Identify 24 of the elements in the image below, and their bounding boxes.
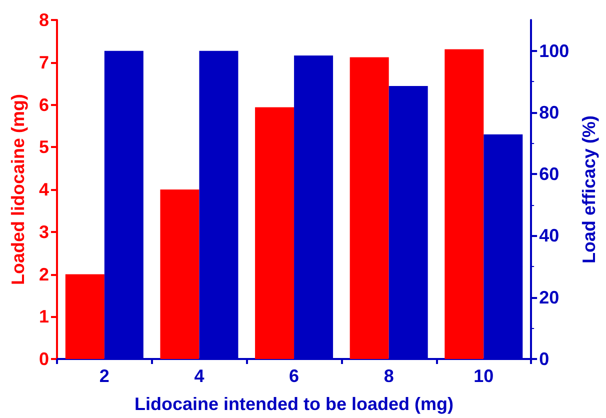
y-tick-label: 4 [38,180,49,200]
x-tick-label: 10 [474,366,494,386]
y-tick-label: 7 [38,52,49,72]
y-tick-label: 3 [38,222,49,242]
x-tick-label: 4 [194,366,204,386]
x-tick-label: 8 [384,366,394,386]
y-tick-label: 0 [38,349,49,369]
y-tick-label: 5 [38,137,49,158]
y2-tick-label: 100 [539,40,570,61]
y-tick-label: 8 [38,10,49,30]
y2-tick-label: 60 [539,164,560,184]
y2-tick-label: 80 [539,102,560,122]
y2-tick-label: 0 [539,349,550,369]
y-axis-title: Loaded lidocaine (mg) [8,94,28,286]
x-tick-label: 6 [289,366,300,386]
y-tick-label: 2 [38,264,49,284]
x-axis-title: Lidocaine intended to be loaded (mg) [134,394,454,414]
y-tick-label: 6 [38,94,49,115]
y2-tick-label: 40 [539,226,560,246]
y2-axis-title: Load efficacy (%) [579,115,599,264]
y-tick-label: 1 [38,306,49,327]
x-tick-label: 2 [99,366,110,386]
y2-tick-label: 20 [539,287,560,308]
bar [65,274,104,359]
